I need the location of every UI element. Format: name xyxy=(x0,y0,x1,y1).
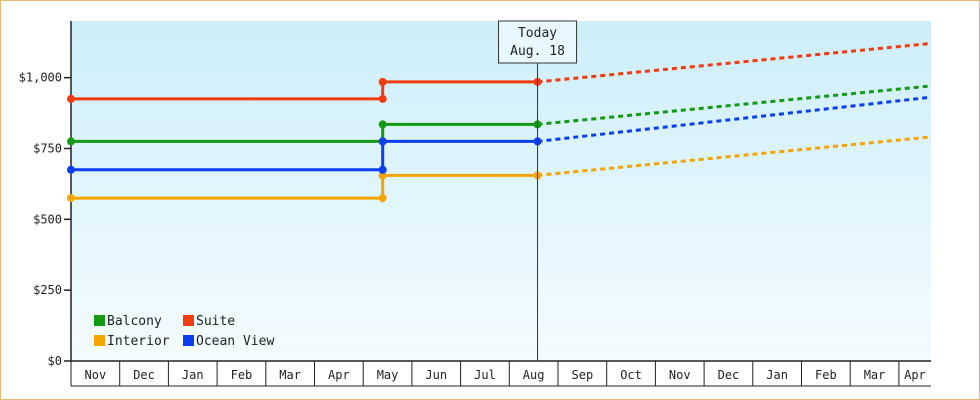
y-tick-label: $1,000 xyxy=(19,71,62,85)
series-ocean-view-point xyxy=(67,165,75,174)
x-tick-label: Nov xyxy=(669,368,691,382)
series-interior-point xyxy=(67,194,75,203)
series-balcony-point xyxy=(67,137,75,146)
series-balcony-history xyxy=(71,122,538,143)
legend-swatch-suite xyxy=(183,315,194,326)
x-tick-label: Jan xyxy=(182,368,204,382)
today-label: Today xyxy=(518,26,557,41)
x-tick-label: Sep xyxy=(572,368,594,382)
series-layer xyxy=(67,42,929,203)
legend-label-ocean-view: Ocean View xyxy=(196,334,274,349)
y-axis: $0 $250 $500 $750 $1,000 xyxy=(19,21,72,368)
series-suite-point xyxy=(378,77,387,86)
series-suite-point xyxy=(67,94,75,103)
x-tick-label: Dec xyxy=(133,368,155,382)
x-tick-label: Jan xyxy=(766,368,788,382)
series-ocean-view-point xyxy=(378,137,387,146)
x-tick-label: May xyxy=(377,368,399,382)
x-tick-label: Aug xyxy=(523,368,545,382)
series-suite-forecast xyxy=(537,42,929,84)
x-axis: Nov Dec Jan Feb Mar Apr May Jun Jul Aug Sep Oct Nov D… xyxy=(70,360,931,387)
series-interior-forecast xyxy=(537,135,929,177)
series-interior-point xyxy=(378,171,387,180)
plot-area xyxy=(71,21,931,361)
series-ocean-view-forecast xyxy=(537,96,929,143)
legend-label-balcony: Balcony xyxy=(107,314,162,329)
x-tick-label: Apr xyxy=(904,368,926,382)
x-tick-label: Jul xyxy=(474,368,496,382)
y-tick-label: $250 xyxy=(33,283,62,297)
x-tick-label: Dec xyxy=(718,368,740,382)
legend-swatch-ocean-view xyxy=(183,335,194,346)
legend-label-suite: Suite xyxy=(196,314,235,329)
x-tick-label: Apr xyxy=(328,368,350,382)
x-tick-label: Nov xyxy=(85,368,107,382)
x-tick-label: Feb xyxy=(815,368,837,382)
legend-label-interior: Interior xyxy=(107,334,170,349)
x-tick-label: Oct xyxy=(620,368,642,382)
today-callout xyxy=(498,20,578,64)
series-balcony-forecast xyxy=(537,84,929,126)
legend: Balcony Suite Interior Ocean View xyxy=(94,314,274,349)
series-ocean-view-point xyxy=(378,165,387,174)
today-marker: Today Aug. 18 xyxy=(498,20,578,361)
legend-swatch-balcony xyxy=(94,315,105,326)
x-tick-label: Mar xyxy=(864,368,886,382)
x-tick-label: Feb xyxy=(231,368,253,382)
legend-swatch-interior xyxy=(94,335,105,346)
y-tick-label: $500 xyxy=(33,212,62,226)
series-interior-history xyxy=(71,173,538,200)
series-balcony-point xyxy=(378,120,387,129)
series-ocean-view-history xyxy=(71,139,538,172)
series-suite-point xyxy=(378,94,387,103)
x-tick-label: Jun xyxy=(425,368,447,382)
today-date: Aug. 18 xyxy=(510,44,565,59)
y-tick-label: $750 xyxy=(33,142,62,156)
series-suite-history xyxy=(71,80,538,101)
series-interior-point xyxy=(378,194,387,203)
x-tick-label: Mar xyxy=(279,368,301,382)
y-tick-label: $0 xyxy=(48,354,62,368)
